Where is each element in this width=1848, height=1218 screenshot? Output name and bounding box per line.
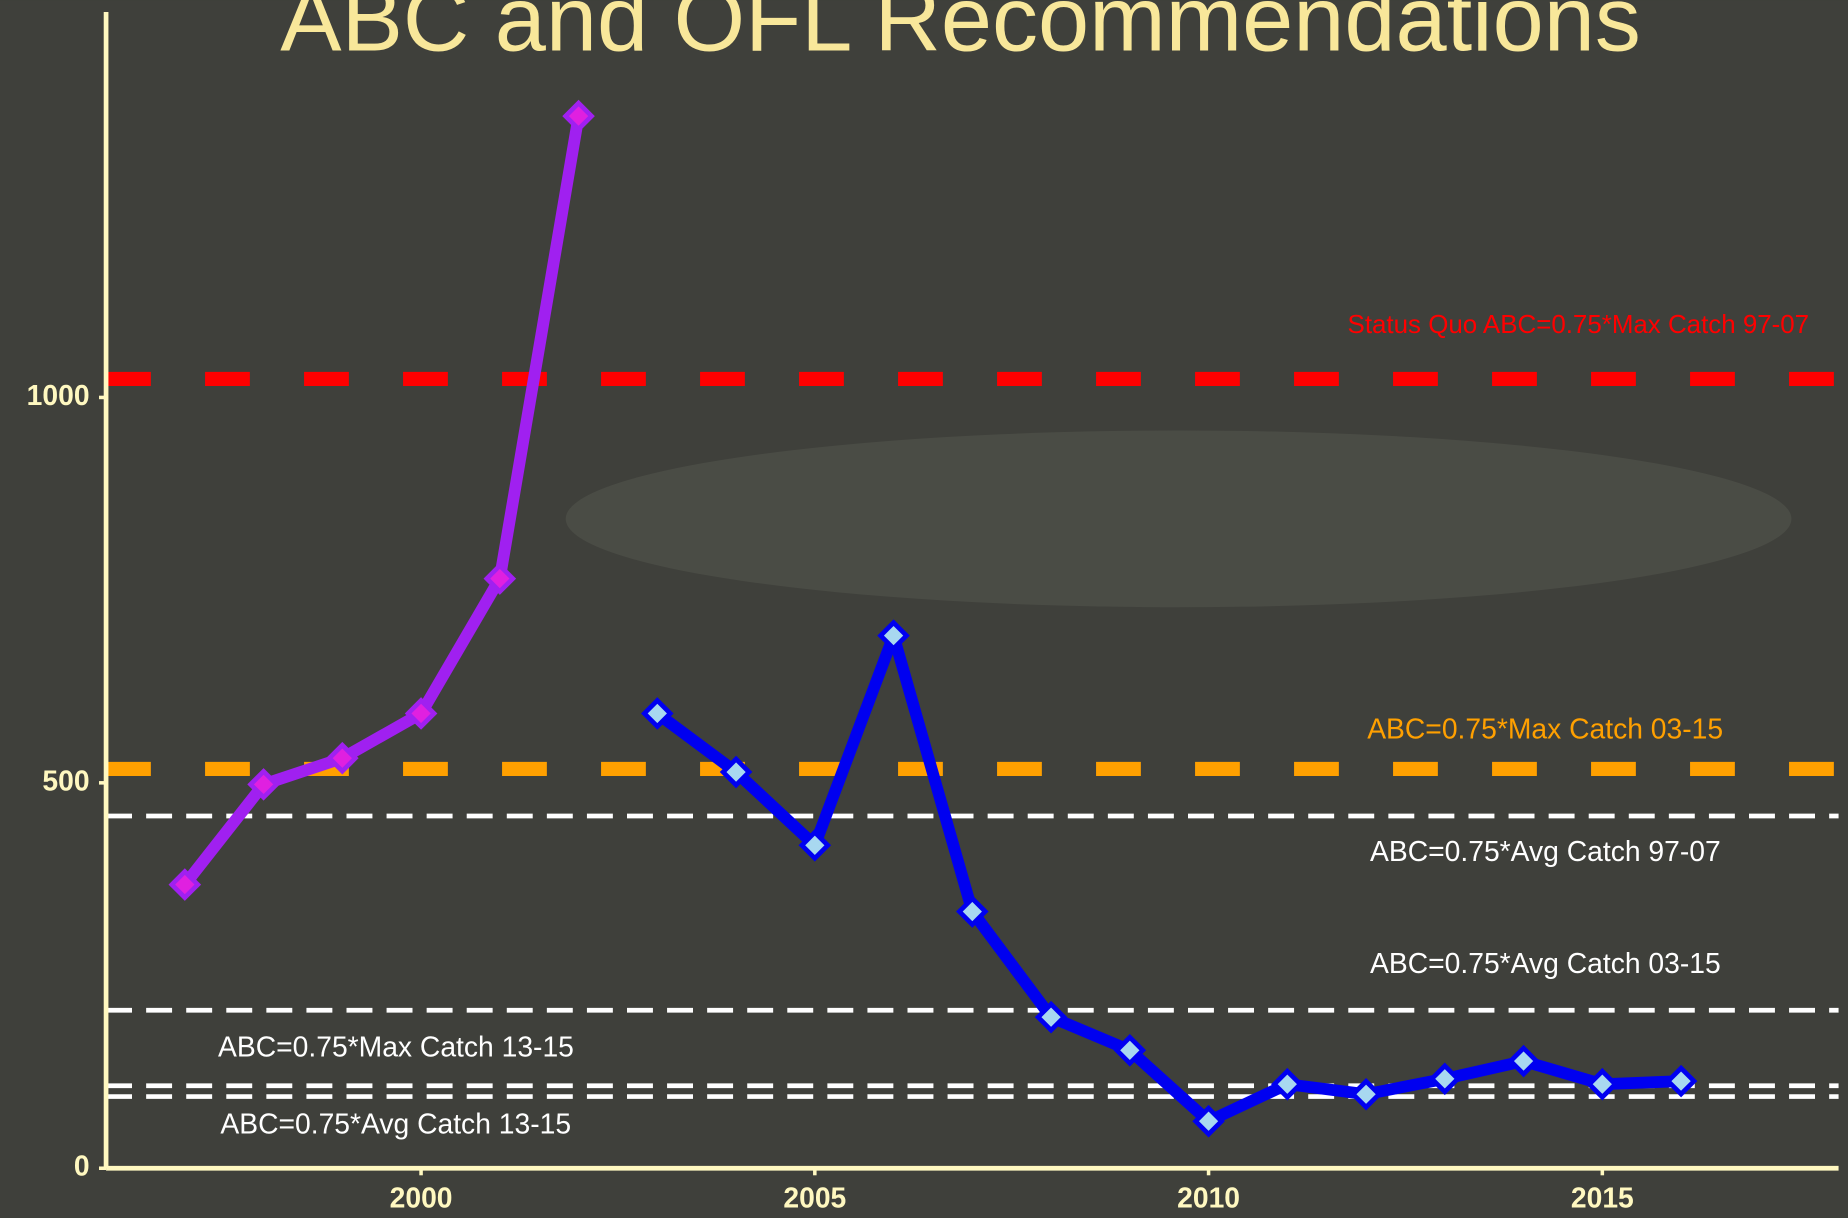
- reference-label: ABC=0.75*Avg Catch 03-15: [1370, 947, 1721, 979]
- point-marker: [1664, 1064, 1698, 1098]
- point-marker: [326, 741, 359, 775]
- y-tick-label: 500: [42, 764, 89, 796]
- point-marker: [719, 755, 753, 789]
- reference-label: ABC=0.75*Avg Catch 13-15: [220, 1107, 571, 1139]
- point-marker: [247, 768, 280, 801]
- point-marker: [404, 697, 438, 730]
- point-marker: [168, 868, 202, 901]
- x-tick-label: 2000: [390, 1182, 453, 1214]
- y-tick-label: 1000: [27, 379, 90, 411]
- point-marker: [1586, 1067, 1619, 1101]
- point-marker: [483, 562, 517, 595]
- point-marker: [956, 895, 989, 928]
- point-marker: [1349, 1077, 1383, 1111]
- point-marker: [641, 697, 674, 730]
- fish-silhouette: [565, 430, 1792, 608]
- x-tick-label: 2010: [1177, 1182, 1240, 1214]
- point-marker: [1271, 1067, 1304, 1101]
- point-marker: [1428, 1062, 1462, 1096]
- point-marker: [562, 99, 595, 133]
- point-marker: [1113, 1034, 1147, 1067]
- point-marker: [1034, 1000, 1068, 1034]
- point-marker: [877, 619, 910, 652]
- series-line: [180, 115, 585, 889]
- reference-label: ABC=0.75*Avg Catch 97-07: [1370, 835, 1721, 867]
- point-marker: [1507, 1044, 1540, 1078]
- x-tick-label: 2005: [783, 1182, 846, 1214]
- reference-label: Status Quo ABC=0.75*Max Catch 97-07: [1348, 311, 1810, 339]
- x-tick-label: 2015: [1571, 1182, 1634, 1214]
- point-marker: [798, 828, 832, 862]
- reference-label: ABC=0.75*Max Catch 03-15: [1367, 713, 1723, 745]
- point-marker: [1192, 1104, 1225, 1138]
- reference-label: ABC=0.75*Max Catch 13-15: [218, 1031, 574, 1063]
- y-tick-label: 0: [74, 1150, 90, 1182]
- chart-title: ABC and OFL Recommendations: [280, 0, 1641, 70]
